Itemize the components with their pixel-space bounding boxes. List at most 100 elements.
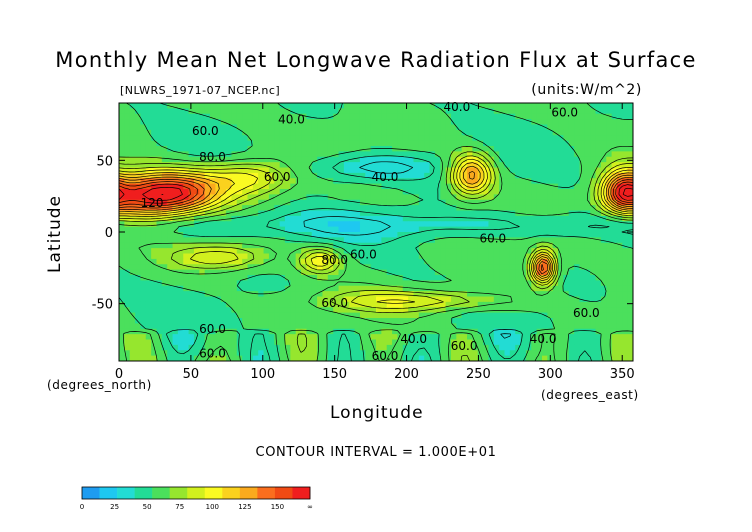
- field-cell: [226, 232, 233, 238]
- field-cell: [563, 124, 570, 131]
- field-cell: [306, 205, 313, 212]
- field-cell: [124, 264, 131, 271]
- field-cell: [119, 275, 125, 281]
- field-cell: [488, 140, 495, 147]
- field-cell: [408, 113, 415, 120]
- field-cell: [263, 318, 270, 324]
- field-cell: [183, 156, 190, 163]
- field-cell: [552, 280, 559, 287]
- field-cell: [290, 103, 297, 109]
- field-cell: [434, 280, 441, 287]
- field-cell: [574, 151, 581, 158]
- field-cell: [311, 339, 318, 346]
- field-cell: [268, 140, 275, 147]
- field-cell: [215, 237, 222, 244]
- field-cell: [193, 355, 200, 361]
- field-cell: [552, 264, 559, 271]
- field-cell: [413, 344, 420, 351]
- field-cell: [290, 178, 297, 185]
- field-cell: [124, 183, 131, 190]
- field-cell: [558, 103, 564, 109]
- field-cell: [477, 264, 484, 271]
- field-cell: [161, 113, 168, 120]
- field-cell: [333, 355, 340, 361]
- field-cell: [193, 124, 200, 131]
- field-cell: [317, 258, 324, 265]
- field-cell: [434, 323, 441, 330]
- field-cell: [574, 146, 581, 152]
- field-cell: [338, 237, 345, 244]
- field-cell: [263, 350, 270, 357]
- field-cell: [145, 344, 152, 351]
- field-cell: [365, 226, 372, 233]
- field-cell: [622, 194, 629, 201]
- field-cell: [616, 318, 623, 324]
- field-cell: [140, 269, 147, 276]
- field-cell: [515, 221, 522, 228]
- field-cell: [579, 253, 586, 260]
- field-cell: [515, 328, 522, 335]
- field-cell: [161, 253, 168, 260]
- field-cell: [424, 129, 431, 136]
- field-cell: [247, 140, 254, 147]
- field-cell: [622, 162, 629, 169]
- field-cell: [370, 291, 377, 298]
- field-cell: [327, 264, 334, 271]
- field-cell: [472, 146, 479, 152]
- field-cell: [579, 167, 586, 174]
- field-cell: [124, 307, 131, 314]
- field-cell: [440, 248, 447, 255]
- field-cell: [499, 318, 506, 324]
- field-cell: [322, 280, 329, 287]
- field-cell: [434, 119, 441, 126]
- field-cell: [242, 119, 249, 126]
- field-cell: [359, 307, 366, 314]
- field-cell: [199, 215, 206, 222]
- field-cell: [274, 232, 281, 238]
- field-cell: [536, 307, 543, 314]
- field-cell: [600, 140, 607, 147]
- field-cell: [167, 199, 174, 206]
- field-cell: [306, 215, 313, 222]
- field-cell: [520, 108, 527, 115]
- field-cell: [584, 355, 591, 361]
- field-cell: [418, 339, 425, 346]
- field-cell: [252, 124, 259, 131]
- field-cell: [611, 215, 618, 222]
- field-cell: [402, 124, 409, 131]
- field-cell: [193, 301, 200, 308]
- field-cell: [242, 242, 249, 249]
- field-cell: [595, 280, 602, 287]
- field-cell: [467, 280, 473, 287]
- field-cell: [343, 156, 350, 163]
- field-cell: [177, 135, 184, 142]
- field-cell: [579, 301, 586, 308]
- field-cell: [461, 350, 468, 357]
- field-cell: [616, 275, 623, 281]
- field-cell: [472, 291, 479, 298]
- field-cell: [440, 199, 447, 206]
- field-cell: [370, 151, 377, 158]
- field-cell: [220, 146, 227, 152]
- field-cell: [129, 258, 136, 265]
- field-cell: [359, 350, 366, 357]
- field-cell: [622, 108, 629, 115]
- field-cell: [509, 162, 516, 169]
- field-cell: [611, 113, 618, 120]
- field-cell: [606, 242, 613, 249]
- field-cell: [370, 258, 377, 265]
- field-cell: [327, 140, 334, 147]
- field-cell: [472, 275, 479, 281]
- field-cell: [579, 248, 586, 255]
- field-cell: [365, 205, 372, 212]
- field-cell: [290, 301, 297, 308]
- field-cell: [622, 172, 629, 179]
- field-cell: [172, 162, 179, 169]
- field-cell: [220, 307, 227, 314]
- field-cell: [183, 108, 190, 115]
- field-cell: [584, 135, 591, 142]
- field-cell: [418, 280, 425, 287]
- field-cell: [461, 151, 468, 158]
- field-cell: [204, 119, 211, 126]
